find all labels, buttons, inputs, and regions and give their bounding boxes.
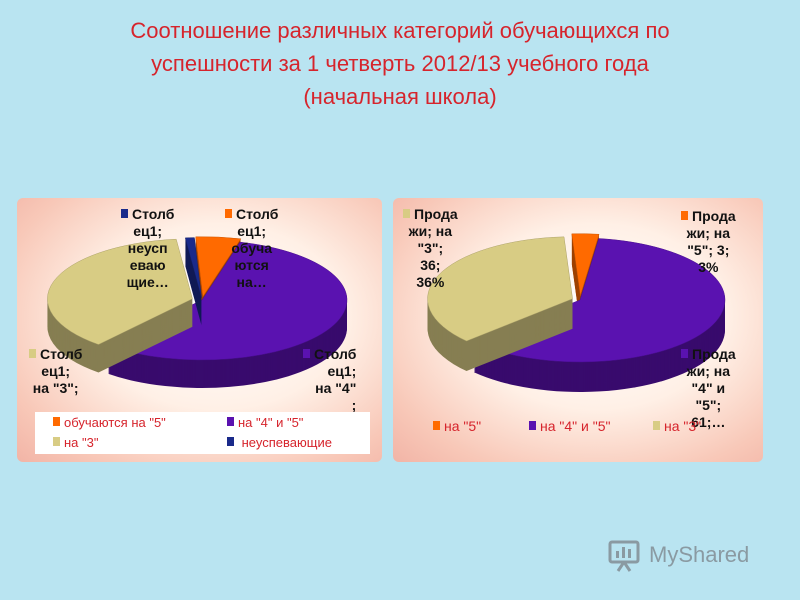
- left-legend: обучаются на "5" на "4" и "5" на "3" неу…: [35, 412, 370, 454]
- left-chart-panel: Столб ец1; неусп еваю щие… Столб ец1; об…: [17, 198, 382, 462]
- brand-text: MyShared: [649, 542, 750, 567]
- right-label-satisfactory: Прода жи; на "3"; 36; 36%: [403, 206, 458, 291]
- satisfactory-marker-icon: [29, 349, 36, 358]
- legend-item-satisfactory: на "3": [53, 435, 98, 450]
- right-label-excellent: Прода жи; на "5"; 3; 3%: [681, 208, 736, 276]
- right-excellent-marker-icon: [681, 211, 688, 220]
- legend-item-failing: неуспевающие: [227, 435, 332, 450]
- presentation-board-icon: [608, 540, 640, 572]
- title-line-3: (начальная школа): [303, 84, 497, 109]
- legend-failing-icon: [227, 437, 234, 446]
- right-legend-item-excellent: на "5": [433, 418, 481, 434]
- right-legend-item-satisfactory: на "3": [653, 418, 701, 434]
- right-legend-excellent-icon: [433, 421, 440, 430]
- right-good-marker-icon: [681, 349, 688, 358]
- title-line-1: Соотношение различных категорий обучающи…: [130, 18, 670, 43]
- pie-slice-good: [107, 241, 348, 388]
- left-label-excellent: Столб ец1; обуча ются на…: [225, 206, 278, 291]
- legend-satisfactory-icon: [53, 437, 60, 446]
- failing-marker-icon: [121, 209, 128, 218]
- right-label-good: Прода жи; на "4" и "5"; 61;…: [681, 346, 736, 431]
- right-legend: на "5" на "4" и "5" на "3": [429, 416, 729, 438]
- legend-item-good: на "4" и "5": [227, 415, 303, 430]
- left-label-failing: Столб ец1; неусп еваю щие…: [121, 206, 174, 291]
- good-marker-icon: [303, 349, 310, 358]
- left-label-satisfactory: Столб ец1; на "3";: [29, 346, 82, 397]
- right-chart-panel: Прода жи; на "3"; 36; 36% Прода жи; на "…: [393, 198, 763, 462]
- pie-slice-satisfactory: [47, 238, 193, 373]
- right-satisfactory-marker-icon: [403, 209, 410, 218]
- pie-slice-satisfactory: [427, 236, 573, 372]
- right-legend-good-icon: [529, 421, 536, 430]
- right-pie-chart: [427, 233, 726, 392]
- pie-slice-failing: [184, 237, 202, 326]
- excellent-marker-icon: [225, 209, 232, 218]
- legend-excellent-icon: [53, 417, 60, 426]
- legend-good-icon: [227, 417, 234, 426]
- right-legend-satisfactory-icon: [653, 421, 660, 430]
- right-legend-item-good: на "4" и "5": [529, 418, 610, 434]
- myshared-logo: MyShared: [607, 538, 767, 572]
- slide-title: Соотношение различных категорий обучающи…: [60, 14, 740, 113]
- legend-item-excellent: обучаются на "5": [53, 415, 166, 430]
- left-pie-chart: [47, 236, 348, 388]
- title-line-2: успешности за 1 четверть 2012/13 учебног…: [151, 51, 649, 76]
- left-label-good: Столб ец1; на "4" ; …: [303, 346, 356, 431]
